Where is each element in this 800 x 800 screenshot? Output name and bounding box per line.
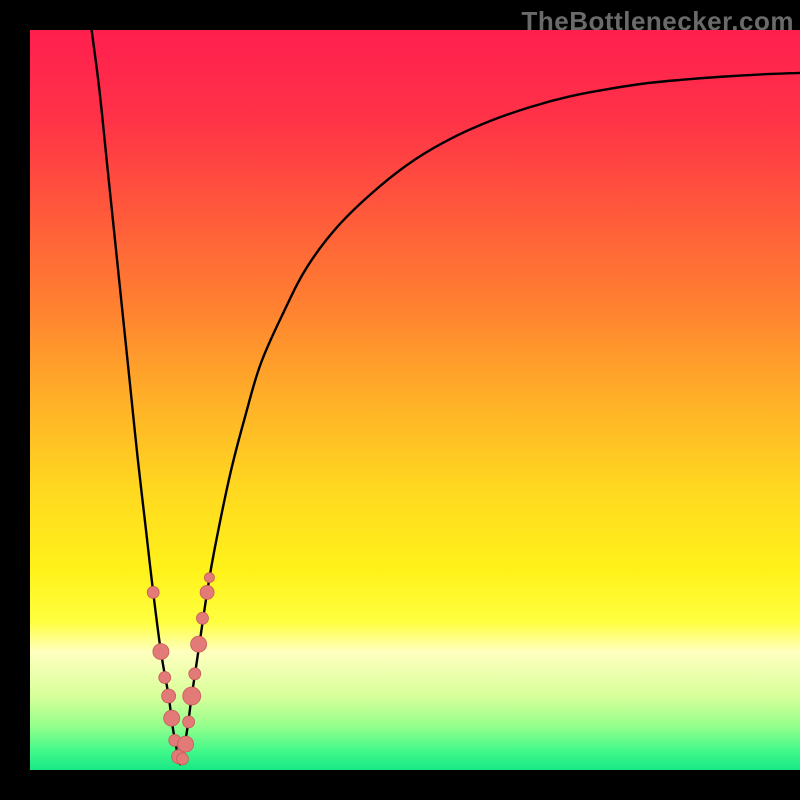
data-marker [191, 636, 207, 652]
data-marker [176, 753, 188, 765]
data-marker [164, 710, 180, 726]
data-marker [204, 573, 214, 583]
data-marker [162, 689, 176, 703]
data-marker [189, 668, 201, 680]
data-marker [153, 644, 169, 660]
data-marker [183, 716, 195, 728]
plot-svg [30, 30, 800, 770]
data-marker [183, 687, 201, 705]
data-marker [196, 612, 208, 624]
data-marker [200, 585, 214, 599]
data-marker [147, 586, 159, 598]
data-marker [159, 672, 171, 684]
chart-container: TheBottlenecker.com [0, 0, 800, 800]
gradient-background [30, 30, 800, 770]
data-marker [178, 736, 194, 752]
plot-area [30, 30, 800, 770]
